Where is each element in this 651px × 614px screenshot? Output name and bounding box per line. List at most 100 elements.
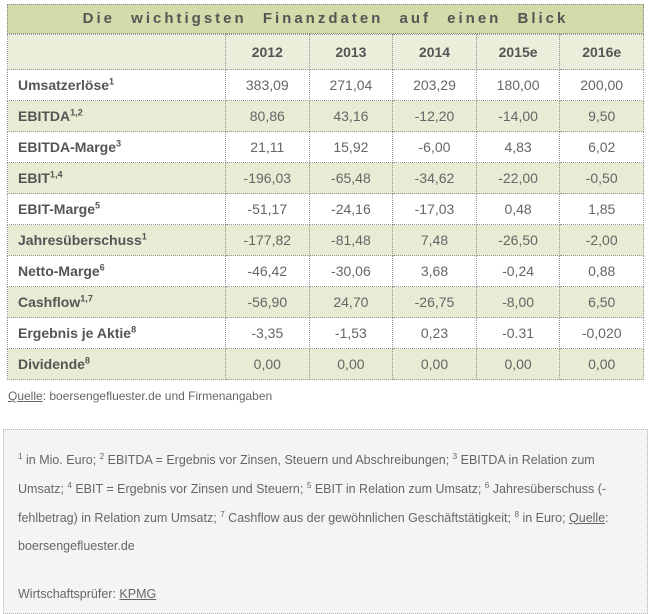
footnote-marker: 8 xyxy=(131,324,137,335)
value-cell: 43,16 xyxy=(308,100,394,132)
source-quelle-link[interactable]: Quelle xyxy=(8,389,43,403)
value-cell: 1,85 xyxy=(559,193,644,225)
value-cell: 0,00 xyxy=(308,348,394,380)
value-cell: 180,00 xyxy=(475,69,561,101)
row-label: EBITDA-Marge3 xyxy=(7,131,226,163)
table-source-line: Quelle: boersengefluester.de und Firmena… xyxy=(7,380,644,403)
footnote-text: in Euro xyxy=(518,510,563,525)
value-cell: 0,23 xyxy=(392,317,477,349)
value-cell: 0,88 xyxy=(559,255,644,287)
table-row: EBITDA1,2 80,86 43,16 -12,20 -14,00 9,50 xyxy=(7,100,644,132)
table-row: Ergebnis je Aktie8 -3,35 -1,53 0,23 -0.31 -0,… xyxy=(7,317,644,349)
value-cell: -51,17 xyxy=(225,193,310,225)
source-text: : boersengefluester.de und Firmenangaben xyxy=(42,389,273,403)
footnote-box: 1 in Mio. Euro; 2 EBITDA = Ergebnis vor … xyxy=(3,429,648,614)
row-label: Jahresüberschuss1 xyxy=(7,224,226,256)
row-label: Cashflow1,7 xyxy=(7,286,226,318)
value-cell: -14,00 xyxy=(475,100,561,132)
table-title: Die wichtigsten Finanzdaten auf einen Bl… xyxy=(7,4,644,34)
value-cell: -177,82 xyxy=(225,224,310,256)
footnote-number: 2 xyxy=(99,451,105,461)
value-cell: -30,06 xyxy=(308,255,394,287)
value-cell: 0,00 xyxy=(392,348,477,380)
value-cell: -22,00 xyxy=(475,162,561,194)
value-cell: -196,03 xyxy=(225,162,310,194)
header-year-2014: 2014 xyxy=(392,34,477,70)
value-cell: -2,00 xyxy=(559,224,644,256)
table-row: EBIT1,4 -196,03 -65,48 -34,62 -22,00 -0,50 xyxy=(7,162,644,194)
header-empty-cell xyxy=(7,34,226,70)
footnote-marker: 1,4 xyxy=(49,169,63,180)
kpmg-link[interactable]: KPMG xyxy=(119,587,157,601)
footnote-marker: 6 xyxy=(99,262,105,273)
footnote-number: 8 xyxy=(514,509,519,519)
value-cell: 21,11 xyxy=(225,131,310,163)
header-year-2015e: 2015e xyxy=(475,34,561,70)
value-cell: -1,53 xyxy=(308,317,394,349)
footnote-marker: 5 xyxy=(95,200,101,211)
header-year-2012: 2012 xyxy=(225,34,310,70)
value-cell: -3,35 xyxy=(225,317,310,349)
table-row: EBITDA-Marge3 21,11 15,92 -6,00 4,83 6,02 xyxy=(7,131,644,163)
value-cell: 271,04 xyxy=(308,69,394,101)
footnote-number: 5 xyxy=(306,480,312,490)
footnote-number: 4 xyxy=(67,480,72,490)
value-cell: 6,50 xyxy=(559,286,644,318)
table-row: Netto-Marge6 -46,42 -30,06 3,68 -0,24 0,88 xyxy=(7,255,644,287)
footnotes-text: 1 in Mio. Euro; 2 EBITDA = Ergebnis vor … xyxy=(18,451,609,554)
table-row: Umsatzerlöse1 383,09 271,04 203,29 180,00 200… xyxy=(7,69,644,101)
footnote-quelle-link[interactable]: Quelle xyxy=(569,510,606,525)
value-cell: -17,03 xyxy=(392,193,477,225)
footnote-text: Jahresüberschuss (-fehlbetrag) in Relati… xyxy=(18,481,607,525)
footnote-number: 7 xyxy=(220,509,225,519)
value-cell: -56,90 xyxy=(225,286,310,318)
footnote-source-text: : boersengefluester.de xyxy=(18,510,609,554)
table-row: Cashflow1,7 -56,90 24,70 -26,75 -8,00 6,50 xyxy=(7,286,644,318)
financial-data-table: 2012 2013 2014 2015e 2016e Umsatzerlöse1 383,… xyxy=(7,34,644,380)
table-row: Dividende8 0,00 0,00 0,00 0,00 0,00 xyxy=(7,348,644,380)
row-label: Dividende8 xyxy=(7,348,226,380)
value-cell: 80,86 xyxy=(225,100,310,132)
footnote-marker: 1 xyxy=(141,231,147,242)
value-cell: -8,00 xyxy=(475,286,561,318)
table-row: EBIT-Marge5 -51,17 -24,16 -17,03 0,48 1,85 xyxy=(7,193,644,225)
value-cell: 0,00 xyxy=(475,348,561,380)
footnote-text: EBITDA = Ergebnis vor Zinsen, Steuern un… xyxy=(104,453,446,467)
footnote-marker: 1 xyxy=(109,76,115,87)
value-cell: -0,020 xyxy=(559,317,644,349)
value-cell: 200,00 xyxy=(559,69,644,101)
footnote-marker: 1,2 xyxy=(70,107,83,118)
row-label: EBIT1,4 xyxy=(7,162,226,194)
footnote-text: in Mio. Euro xyxy=(22,453,93,467)
value-cell: 0,00 xyxy=(559,348,644,380)
financial-table: Die wichtigsten Finanzdaten auf einen Bl… xyxy=(7,4,644,380)
row-label: Netto-Marge6 xyxy=(7,255,226,287)
value-cell: -26,50 xyxy=(475,224,561,256)
auditor-label: Wirtschaftsprüfer: xyxy=(18,587,120,601)
value-cell: 383,09 xyxy=(225,69,310,101)
value-cell: 7,48 xyxy=(392,224,477,256)
row-label: EBITDA1,2 xyxy=(7,100,226,132)
value-cell: -12,20 xyxy=(392,100,477,132)
value-cell: 203,29 xyxy=(392,69,477,101)
footnote-marker: 8 xyxy=(84,355,90,366)
auditor-line: Wirtschaftsprüfer: KPMG xyxy=(18,587,633,601)
value-cell: -65,48 xyxy=(308,162,394,194)
footnote-marker: 3 xyxy=(116,138,122,149)
value-cell: -0,50 xyxy=(559,162,644,194)
value-cell: -81,48 xyxy=(308,224,394,256)
value-cell: -24,16 xyxy=(308,193,394,225)
footnote-marker: 1,7 xyxy=(80,293,93,304)
value-cell: -26,75 xyxy=(392,286,477,318)
footnote-text: EBIT in Relation zum Umsatz xyxy=(311,481,478,496)
value-cell: -34,62 xyxy=(392,162,477,194)
value-cell: 24,70 xyxy=(308,286,394,318)
value-cell: 9,50 xyxy=(559,100,644,132)
footnote-number: 1 xyxy=(18,451,23,461)
row-label: EBIT-Marge5 xyxy=(7,193,226,225)
value-cell: 3,68 xyxy=(392,255,477,287)
footnote-text: Cashflow aus der gewöhnlichen Geschäftst… xyxy=(224,510,508,525)
header-year-2016e: 2016e xyxy=(559,34,644,70)
footnote-number: 6 xyxy=(484,480,490,490)
row-label: Ergebnis je Aktie8 xyxy=(7,317,226,349)
